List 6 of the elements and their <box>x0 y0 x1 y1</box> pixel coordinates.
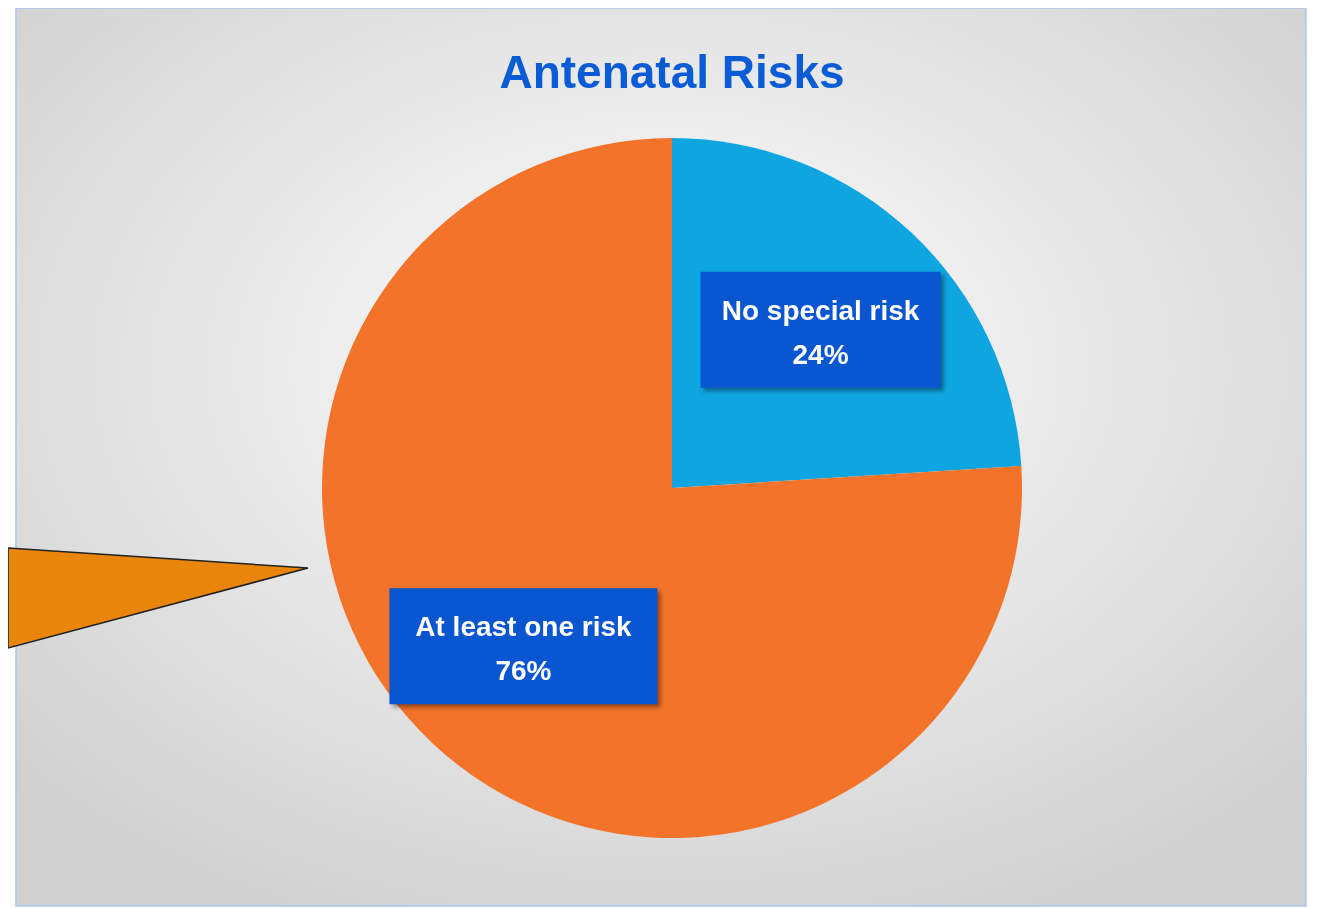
data-label: 24% <box>792 338 849 370</box>
data-label: 76% <box>495 655 552 687</box>
slice-label: No special risk <box>721 294 920 326</box>
pie-slice <box>322 138 1022 838</box>
slice-label: At least one risk <box>415 611 633 643</box>
chart-title: Antenatal Risks <box>499 46 845 98</box>
